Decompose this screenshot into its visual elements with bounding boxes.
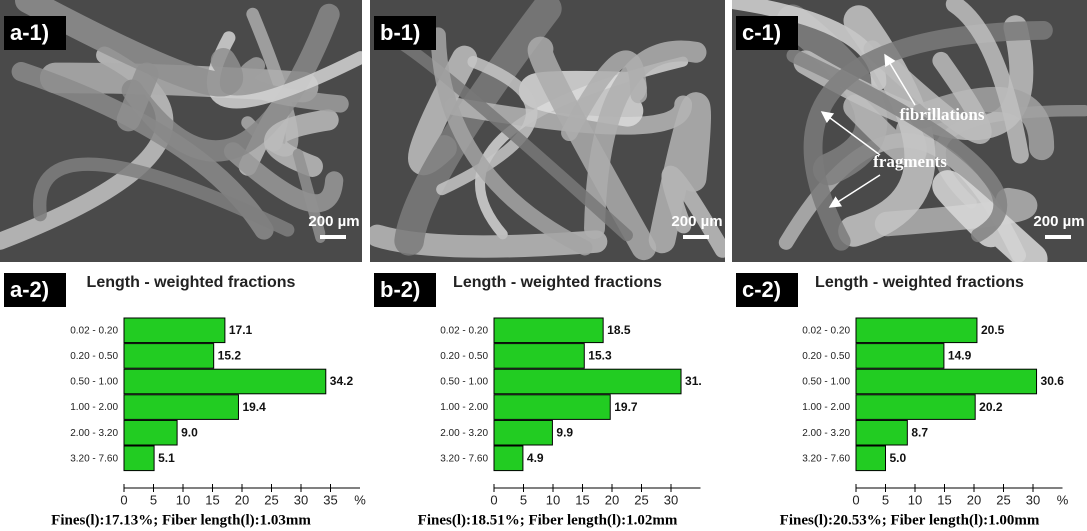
value-label: 17.1 <box>229 323 253 337</box>
category-label: 1.00 - 2.00 <box>802 402 850 413</box>
category-label: 3.20 - 7.60 <box>70 453 118 464</box>
panel-label: c-1) <box>742 20 781 45</box>
scale-bar-label: 200 µm <box>1033 213 1084 230</box>
x-tick-label: 30 <box>664 492 678 507</box>
bar <box>856 344 944 369</box>
x-tick-label: 35 <box>323 492 337 507</box>
value-label: 31. <box>685 374 702 388</box>
x-tick-label: 20 <box>605 492 619 507</box>
chart-title: Length - weighted fractions <box>87 274 296 291</box>
bar <box>124 369 326 394</box>
panel-label: a-1) <box>10 20 49 45</box>
caption: Fines(l):18.51%; Fiber length(l):1.02mm <box>418 512 678 528</box>
x-tick-label: 0 <box>490 492 497 507</box>
value-label: 15.2 <box>218 349 242 363</box>
value-label: 5.0 <box>890 451 907 465</box>
bar <box>494 446 523 471</box>
x-tick-label: 0 <box>852 492 859 507</box>
bar <box>124 395 238 420</box>
x-tick-label: 25 <box>634 492 648 507</box>
value-label: 9.0 <box>181 425 198 439</box>
annotation: fragments <box>873 152 947 171</box>
x-tick-label: 20 <box>235 492 249 507</box>
annotation: fibrillations <box>899 105 984 124</box>
value-label: 19.7 <box>614 400 638 414</box>
x-axis-label: % <box>1057 492 1069 507</box>
category-label: 0.02 - 0.20 <box>440 325 488 336</box>
x-axis-label: % <box>354 492 366 507</box>
bar <box>856 420 907 445</box>
figure: a-1) 200 µm a-2) Fines(l):17.13%; Fiber len… <box>0 0 1087 531</box>
value-label: 5.1 <box>158 451 175 465</box>
value-label: 19.4 <box>242 400 266 414</box>
x-tick-label: 10 <box>176 492 190 507</box>
value-label: 15.3 <box>588 349 612 363</box>
bar <box>856 395 975 420</box>
bar <box>856 446 886 471</box>
bar <box>856 369 1037 394</box>
chart-title: Length - weighted fractions <box>815 274 1024 291</box>
x-tick-label: 15 <box>205 492 219 507</box>
value-label: 9.9 <box>556 425 573 439</box>
bar <box>494 395 610 420</box>
category-label: 0.02 - 0.20 <box>70 325 118 336</box>
panel-label: b-2) <box>380 277 420 302</box>
chart-title: Length - weighted fractions <box>453 274 662 291</box>
bar <box>124 318 225 343</box>
category-label: 0.20 - 0.50 <box>440 351 488 362</box>
x-tick-label: 20 <box>967 492 981 507</box>
panel-label: a-2) <box>10 277 49 302</box>
bar <box>124 344 214 369</box>
scale-bar-label: 200 µm <box>671 213 722 230</box>
value-label: 30.6 <box>1041 374 1065 388</box>
bar <box>494 318 603 343</box>
category-label: 2.00 - 3.20 <box>70 428 118 439</box>
x-tick-label: 15 <box>937 492 951 507</box>
x-tick-label: 25 <box>264 492 278 507</box>
x-tick-label: 30 <box>1026 492 1040 507</box>
value-label: 20.2 <box>979 400 1003 414</box>
x-tick-label: 5 <box>882 492 889 507</box>
value-label: 34.2 <box>330 374 354 388</box>
x-tick-label: 25 <box>996 492 1010 507</box>
caption: Fines(l):20.53%; Fiber length(l):1.00mm <box>780 512 1040 528</box>
category-label: 3.20 - 7.60 <box>440 453 488 464</box>
x-tick-label: 5 <box>150 492 157 507</box>
category-label: 0.02 - 0.20 <box>802 325 850 336</box>
panel-label: c-2) <box>742 277 781 302</box>
value-label: 20.5 <box>981 323 1005 337</box>
x-tick-label: 10 <box>546 492 560 507</box>
x-tick-label: 0 <box>120 492 127 507</box>
x-tick-label: 15 <box>575 492 589 507</box>
panel-label: b-1) <box>380 20 420 45</box>
category-label: 1.00 - 2.00 <box>440 402 488 413</box>
value-label: 14.9 <box>948 349 972 363</box>
category-label: 0.20 - 0.50 <box>802 351 850 362</box>
category-label: 0.50 - 1.00 <box>70 377 118 388</box>
scale-bar-label: 200 µm <box>308 213 359 230</box>
category-label: 0.20 - 0.50 <box>70 351 118 362</box>
category-label: 3.20 - 7.60 <box>802 453 850 464</box>
value-label: 4.9 <box>527 451 544 465</box>
category-label: 2.00 - 3.20 <box>440 428 488 439</box>
x-tick-label: 10 <box>908 492 922 507</box>
category-label: 1.00 - 2.00 <box>70 402 118 413</box>
x-tick-label: 5 <box>520 492 527 507</box>
caption: Fines(l):17.13%; Fiber length(l):1.03mm <box>51 512 311 528</box>
value-label: 18.5 <box>607 323 631 337</box>
bar <box>856 318 977 343</box>
bar <box>124 446 154 471</box>
bar <box>494 369 681 394</box>
category-label: 0.50 - 1.00 <box>440 377 488 388</box>
bar <box>494 420 552 445</box>
bar <box>124 420 177 445</box>
category-label: 2.00 - 3.20 <box>802 428 850 439</box>
bar <box>494 344 584 369</box>
category-label: 0.50 - 1.00 <box>802 377 850 388</box>
value-label: 8.7 <box>911 425 928 439</box>
x-tick-label: 30 <box>294 492 308 507</box>
